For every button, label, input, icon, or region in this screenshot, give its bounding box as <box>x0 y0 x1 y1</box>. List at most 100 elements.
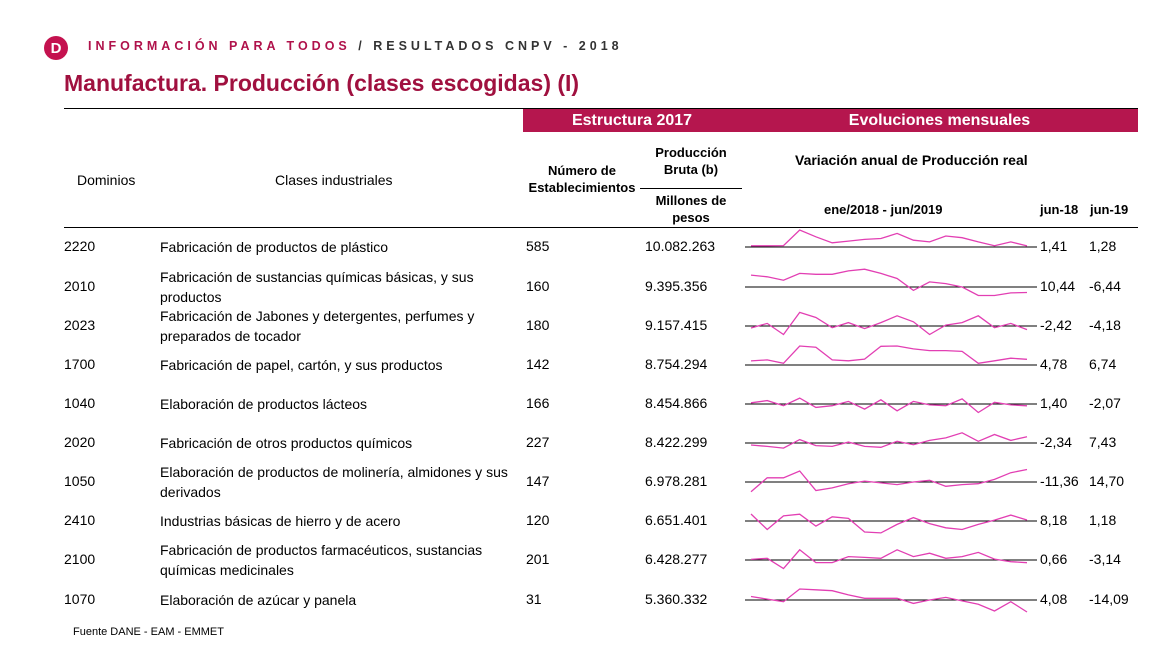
cell-jun19: -3,14 <box>1089 551 1121 567</box>
sparkline-series <box>750 432 1028 449</box>
cell-clase: Fabricación de productos de plástico <box>160 239 389 255</box>
table-top-rule <box>64 108 1138 109</box>
col-header-numero: Número de Establecimientos <box>528 163 636 195</box>
cell-clase: Fabricación de productos farmacéuticos, … <box>160 542 483 578</box>
footer-source: Fuente DANE - EAM - EMMET <box>73 626 224 638</box>
sparkline-series <box>750 513 1028 534</box>
cell-jun19: -4,18 <box>1089 317 1121 333</box>
logo-letter: D <box>51 40 62 57</box>
cell-clase: Fabricación de Jabones y detergentes, pe… <box>160 308 475 344</box>
cell-prod: 8.454.866 <box>645 395 708 411</box>
col-header-periodo: ene/2018 - jun/2019 <box>824 202 943 217</box>
produccion-divider <box>640 188 742 189</box>
cell-jun18: -2,34 <box>1040 434 1072 450</box>
col-header-produccion: Producción Bruta (b) <box>655 145 727 177</box>
cell-clase: Elaboración de azúcar y panela <box>160 592 357 608</box>
cell-jun19: 14,70 <box>1089 473 1125 489</box>
cell-num: 160 <box>526 278 550 294</box>
cell-prod: 6.978.281 <box>645 473 708 489</box>
header-subtitle: RESULTADOS CNPV - 2018 <box>373 39 623 53</box>
sparkline-series <box>750 268 1028 297</box>
cell-num: 147 <box>526 473 550 489</box>
sparkline-series <box>751 229 1028 247</box>
cell-dominio: 1070 <box>64 591 96 607</box>
cell-prod: 5.360.332 <box>645 591 708 607</box>
cell-jun18: -2,42 <box>1040 317 1072 333</box>
group-header-estructura: Estructura 2017 <box>523 109 741 132</box>
sparkline <box>745 432 1037 449</box>
sparkline-series <box>750 468 1028 493</box>
cell-prod: 9.157.415 <box>645 317 708 333</box>
col-header-jun19: jun-19 <box>1090 202 1129 217</box>
cell-prod: 8.422.299 <box>645 434 708 450</box>
cell-prod: 6.428.277 <box>645 551 708 567</box>
col-header-clases: Clases industriales <box>275 172 393 188</box>
sparkline <box>745 468 1037 493</box>
cell-dominio: 1040 <box>64 395 96 411</box>
cell-num: 120 <box>526 512 550 528</box>
col-header-variacion: Variación anual de Producción real <box>795 152 1028 168</box>
cell-dominio: 2220 <box>64 238 96 254</box>
cell-num: 585 <box>526 238 550 254</box>
sparkline-series <box>750 588 1028 613</box>
cell-jun18: 4,78 <box>1040 356 1068 372</box>
cell-clase: Fabricación de otros productos químicos <box>160 435 413 451</box>
cell-jun18: 10,44 <box>1040 278 1076 294</box>
sparkline-series <box>750 397 1028 414</box>
sparkline <box>745 229 1037 248</box>
section-label: INFORMACIÓN PARA TODOS <box>88 39 351 53</box>
cell-num: 227 <box>526 434 550 450</box>
sparkline <box>745 548 1037 570</box>
cell-prod: 6.651.401 <box>645 512 708 528</box>
cell-jun18: 8,18 <box>1040 512 1068 528</box>
cell-num: 142 <box>526 356 550 372</box>
col-header-produccion-unit: Millones de pesos <box>655 193 727 225</box>
col-header-jun18: jun-18 <box>1040 202 1079 217</box>
table-header-rule <box>64 227 1138 228</box>
cell-prod: 8.754.294 <box>645 356 708 372</box>
cell-jun19: -6,44 <box>1089 278 1121 294</box>
cell-dominio: 2010 <box>64 278 96 294</box>
cell-jun18: 1,41 <box>1040 238 1068 254</box>
sparkline <box>745 588 1037 613</box>
cell-clase: Elaboración de productos de molinería, a… <box>160 464 508 500</box>
cell-dominio: 1700 <box>64 356 96 372</box>
cell-jun19: 1,28 <box>1089 238 1117 254</box>
cell-prod: 9.395.356 <box>645 278 708 294</box>
sparkline <box>745 397 1037 414</box>
sparkline <box>745 311 1037 336</box>
cell-jun19: -14,09 <box>1089 591 1129 607</box>
sparkline-series <box>750 548 1028 570</box>
cell-num: 201 <box>526 551 550 567</box>
sparkline-series <box>750 311 1028 336</box>
cell-dominio: 1050 <box>64 473 96 489</box>
cell-dominio: 2023 <box>64 317 96 333</box>
group-header-evoluciones: Evoluciones mensuales <box>741 109 1138 132</box>
cell-jun18: -11,36 <box>1040 473 1079 489</box>
cell-dominio: 2100 <box>64 551 96 567</box>
cell-clase: Elaboración de productos lácteos <box>160 396 368 412</box>
col-header-dominios: Dominios <box>77 172 136 188</box>
page-title: Manufactura. Producción (clases escogida… <box>64 70 580 96</box>
cell-num: 180 <box>526 317 550 333</box>
cell-jun18: 1,40 <box>1040 395 1068 411</box>
cell-prod: 10.082.263 <box>645 238 716 254</box>
cell-clase: Fabricación de papel, cartón, y sus prod… <box>160 357 443 373</box>
cell-dominio: 2020 <box>64 434 96 450</box>
cell-dominio: 2410 <box>64 512 96 528</box>
sparkline <box>745 268 1037 297</box>
cell-jun19: 1,18 <box>1089 512 1117 528</box>
cell-jun18: 4,08 <box>1040 591 1068 607</box>
dane-logo: D <box>44 36 68 60</box>
cell-clase: Fabricación de sustancias químicas básic… <box>160 269 474 305</box>
cell-jun19: 7,43 <box>1089 434 1117 450</box>
cell-jun19: -2,07 <box>1089 395 1121 411</box>
cell-num: 166 <box>526 395 550 411</box>
cell-clase: Industrias básicas de hierro y de acero <box>160 513 401 529</box>
header-line: INFORMACIÓN PARA TODOS / RESULTADOS CNPV… <box>88 39 623 53</box>
cell-jun19: 6,74 <box>1089 356 1117 372</box>
sparkline-series <box>750 345 1028 365</box>
sparkline <box>745 345 1037 366</box>
header-separator: / <box>358 39 366 53</box>
sparkline <box>745 513 1037 534</box>
